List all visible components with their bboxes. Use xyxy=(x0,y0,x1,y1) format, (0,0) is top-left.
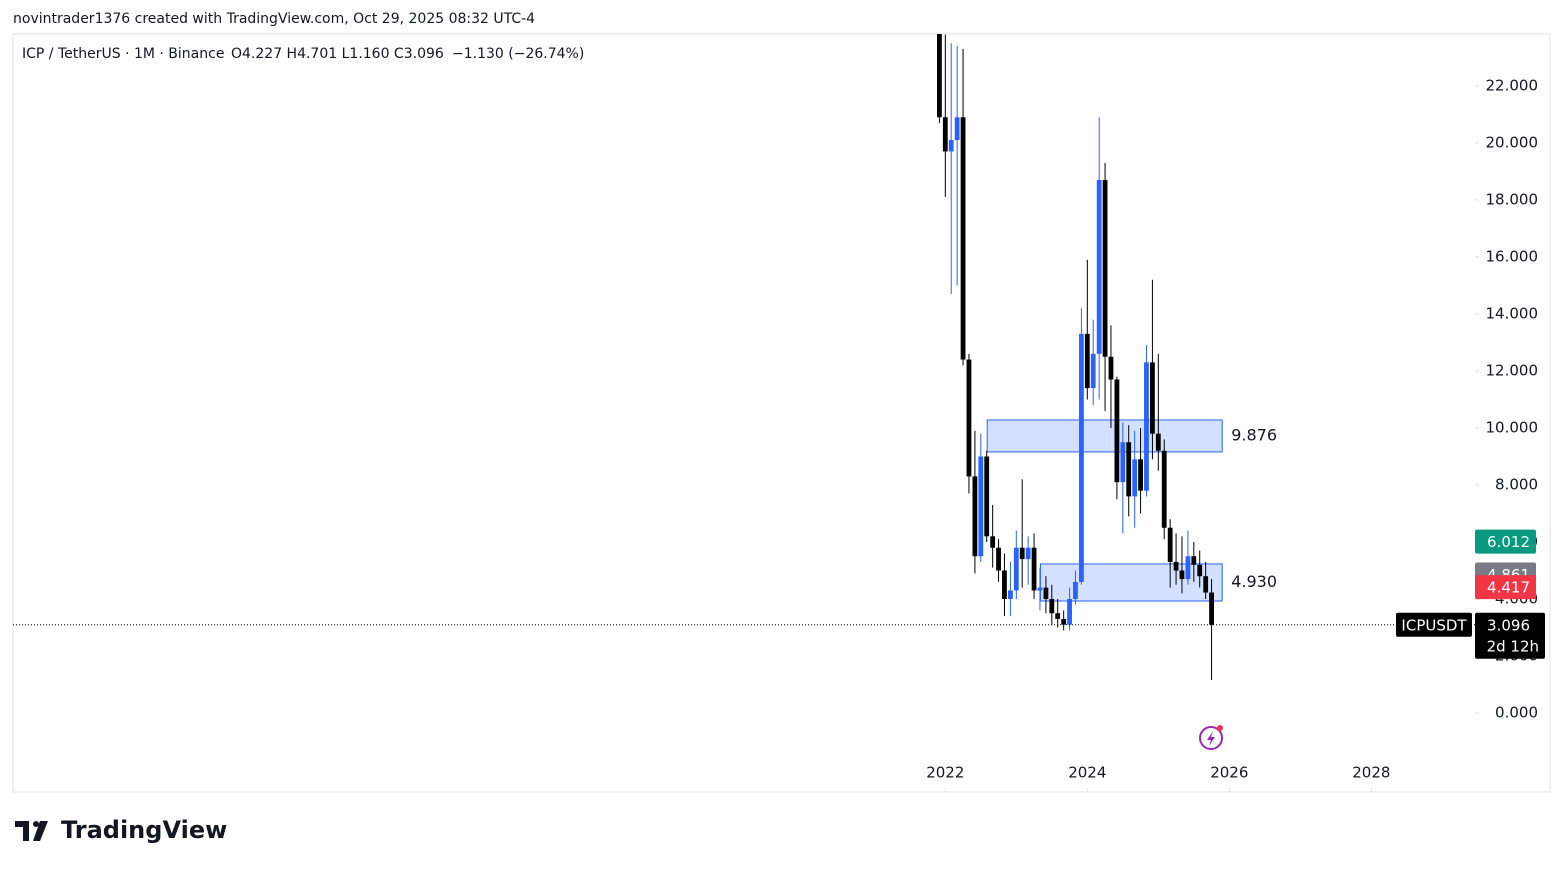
candle-body xyxy=(990,536,996,548)
candle-body xyxy=(1031,547,1037,591)
candle-body xyxy=(1067,599,1072,625)
candle-body xyxy=(1167,527,1173,562)
candle-body xyxy=(1049,599,1055,614)
candle-body xyxy=(1161,450,1167,528)
candle-body xyxy=(1138,459,1143,491)
candle-body xyxy=(1019,547,1025,560)
candle-body xyxy=(948,140,954,152)
symbol-box xyxy=(1396,612,1472,637)
chart-title: ICP / TetherUS · 1M · Binance xyxy=(22,46,224,62)
candle-body xyxy=(978,456,984,557)
candle-body xyxy=(1079,333,1084,582)
zone-label: 4.930 xyxy=(1231,572,1277,591)
plot: 9.876 4.930 xyxy=(937,34,1277,680)
y-tick-label: 8.000 xyxy=(1495,475,1538,493)
y-tick-label: 22.000 xyxy=(1486,76,1539,94)
x-tick-label: 2026 xyxy=(1210,764,1248,782)
candle-body xyxy=(1108,356,1114,380)
candle-body xyxy=(1150,362,1155,434)
candle-body xyxy=(1144,362,1149,491)
candle-body xyxy=(1102,179,1108,357)
candle-body xyxy=(1061,618,1067,625)
zone xyxy=(1039,563,1223,602)
candle-body xyxy=(1120,442,1126,483)
candle-body xyxy=(1191,556,1197,565)
candle-body xyxy=(937,34,942,118)
candle-body xyxy=(960,117,966,360)
candle-body xyxy=(1173,561,1179,571)
y-tick-label: 20.000 xyxy=(1486,133,1539,151)
zone xyxy=(986,419,1223,453)
price-label-box xyxy=(1475,575,1536,600)
candle-body xyxy=(1002,570,1007,600)
y-tick-label: 16.000 xyxy=(1486,247,1539,265)
x-tick-label: 2028 xyxy=(1352,764,1390,782)
candle-body xyxy=(1043,587,1049,600)
candle-body xyxy=(1055,613,1061,619)
x-tick-label: 2022 xyxy=(926,764,964,782)
credit: novintrader1376 created with TradingView… xyxy=(13,11,535,27)
candle-body xyxy=(1025,547,1031,560)
y-tick-label: 0.000 xyxy=(1495,704,1538,722)
countdown-label: 2d 12h xyxy=(1487,637,1539,655)
candle-body xyxy=(984,456,990,537)
zone-label: 9.876 xyxy=(1231,425,1277,444)
candle-body xyxy=(1037,587,1043,591)
candle-body xyxy=(966,359,972,477)
candle-body xyxy=(1013,547,1019,591)
candle-body xyxy=(1096,179,1102,354)
x-tick-label: 2024 xyxy=(1068,764,1106,782)
candle-body xyxy=(1197,564,1203,577)
brand: TradingView xyxy=(61,816,227,844)
candle-body xyxy=(942,117,948,152)
y-tick-label: 12.000 xyxy=(1486,361,1539,379)
candle-body xyxy=(1179,570,1185,580)
ohlc: O4.227 H4.701 L1.160 C3.096 xyxy=(231,46,444,62)
last-price-label: 3.096 xyxy=(1487,616,1530,634)
candle-body xyxy=(1203,576,1209,593)
candle-body xyxy=(996,547,1001,571)
candle-body xyxy=(1090,353,1096,389)
candle-body xyxy=(1084,333,1090,389)
symbol-label: ICPUSDT xyxy=(1401,616,1467,634)
last-price-box xyxy=(1475,612,1545,659)
candle-body xyxy=(1008,590,1013,600)
price-label: 6.012 xyxy=(1487,533,1530,551)
y-tick-label: 10.000 xyxy=(1486,418,1539,436)
candle-body xyxy=(1114,379,1120,483)
y-tick-label: 14.000 xyxy=(1486,304,1539,322)
price-label: 4.417 xyxy=(1487,579,1530,597)
alert-icon xyxy=(1199,725,1223,750)
candle-body xyxy=(1185,556,1191,580)
y-tick-label: 18.000 xyxy=(1486,190,1539,208)
price-label-box xyxy=(1475,529,1536,554)
candle-body xyxy=(1155,433,1161,451)
brand-logo xyxy=(15,821,48,841)
candle-body xyxy=(1126,442,1132,497)
candle-body xyxy=(954,117,960,141)
candle-body xyxy=(1132,459,1138,497)
candle-body xyxy=(1209,592,1214,625)
chart-frame xyxy=(12,33,1551,793)
candle-body xyxy=(1073,581,1078,600)
change: −1.130 (−26.74%) xyxy=(452,46,584,62)
candle-body xyxy=(972,476,978,557)
